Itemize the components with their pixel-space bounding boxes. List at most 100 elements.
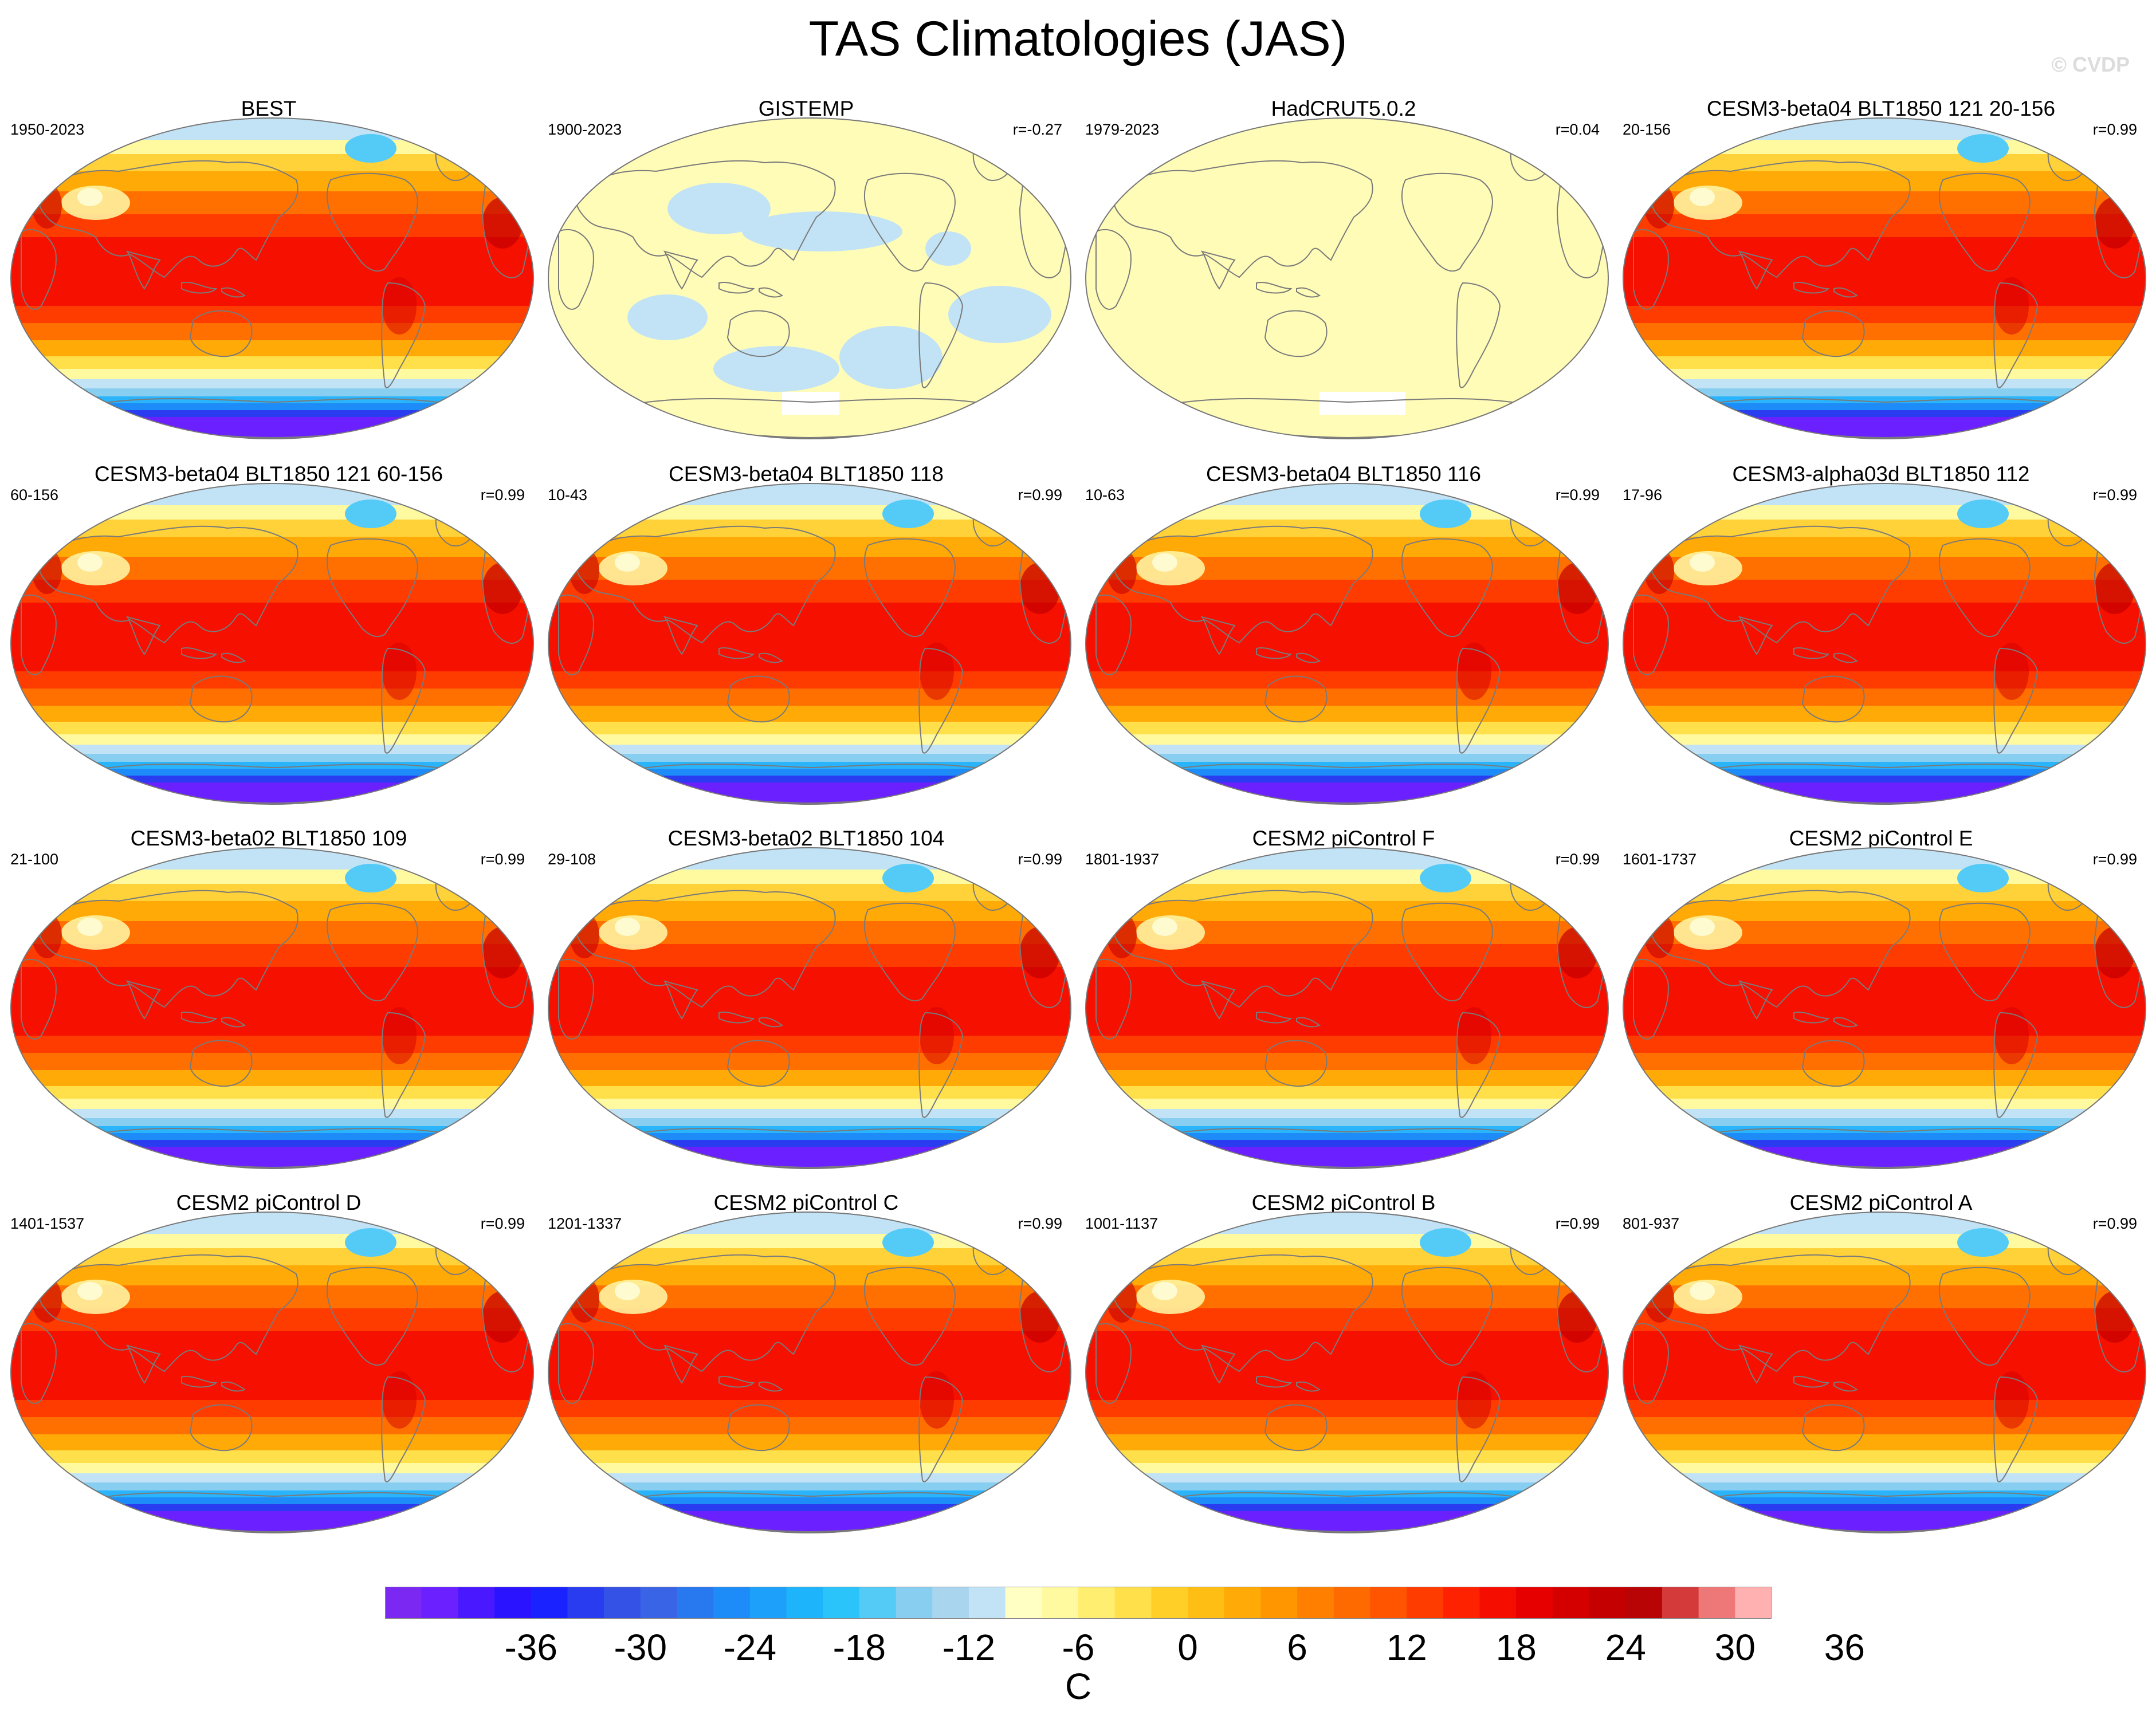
- panel-title: GISTEMP: [758, 97, 854, 120]
- panel-period: 10-63: [1085, 486, 1125, 504]
- colorbar-strip: [385, 1587, 1772, 1619]
- colorbar-swatch: [713, 1587, 751, 1619]
- panel-correlation: r=0.99: [1018, 851, 1062, 868]
- panel-title: CESM3-alpha03d BLT1850 112: [1732, 462, 2030, 486]
- robinson-map: [10, 1212, 534, 1533]
- panel-title: CESM3-beta02 BLT1850 109: [130, 827, 407, 850]
- colorbar-swatch: [531, 1587, 568, 1619]
- colorbar-swatch: [385, 1587, 422, 1619]
- panel-title: CESM3-beta04 BLT1850 116: [1206, 462, 1481, 486]
- panel-title: CESM3-beta04 BLT1850 121 60-156: [94, 462, 443, 486]
- colorbar-units: C: [1065, 1666, 1092, 1707]
- figure-title: TAS Climatologies (JAS): [808, 11, 1348, 66]
- map-panel: CESM3-beta04 BLT1850 116 10-63 r=0.99: [1075, 462, 1612, 805]
- map-panel: CESM2 piControl A 801-937 r=0.99: [1612, 1190, 2150, 1534]
- robinson-map: [1085, 1212, 1609, 1533]
- colorbar-swatch: [823, 1587, 860, 1619]
- panel-title: CESM2 piControl F: [1252, 827, 1435, 850]
- panel-title: CESM2 piControl D: [176, 1191, 362, 1214]
- colorbar-tick-label: -6: [1062, 1627, 1095, 1668]
- panel-correlation: r=-0.27: [1012, 121, 1062, 138]
- map-panel: CESM3-beta04 BLT1850 121 20-156 20-156 r=0…: [1612, 96, 2150, 440]
- panel-correlation: r=0.04: [1555, 121, 1600, 138]
- colorbar-tick-label: -24: [723, 1627, 777, 1668]
- colorbar-swatch: [1188, 1587, 1225, 1619]
- colorbar-swatch: [567, 1587, 604, 1619]
- colorbar-swatch: [1297, 1587, 1334, 1619]
- colorbar-swatch: [677, 1587, 714, 1619]
- panel-title: CESM2 piControl A: [1789, 1191, 1973, 1214]
- colorbar-swatch: [1552, 1587, 1590, 1619]
- panel-title: CESM2 piControl C: [713, 1191, 899, 1214]
- panel-period: 1001-1137: [1085, 1215, 1158, 1232]
- panel-correlation: r=0.99: [480, 486, 525, 504]
- colorbar-swatch: [1625, 1587, 1663, 1619]
- colorbar-tick-label: -36: [504, 1627, 557, 1668]
- colorbar-tick-label: -18: [832, 1627, 886, 1668]
- colorbar-swatch: [932, 1587, 969, 1619]
- colorbar-swatch: [1333, 1587, 1370, 1619]
- colorbar-swatch: [859, 1587, 897, 1619]
- colorbar-swatch: [1443, 1587, 1480, 1619]
- robinson-map: [548, 1212, 1071, 1533]
- panel-period: 1900-2023: [548, 121, 622, 138]
- map-panel: CESM3-beta02 BLT1850 104 29-108 r=0.99: [537, 826, 1075, 1170]
- panel-correlation: r=0.99: [1555, 1215, 1600, 1232]
- panel-correlation: r=0.99: [1018, 1215, 1062, 1232]
- panel-title: CESM3-beta02 BLT1850 104: [667, 827, 945, 850]
- robinson-map: [548, 847, 1071, 1169]
- panel-correlation: r=0.99: [1018, 486, 1062, 504]
- colorbar-swatch: [1698, 1587, 1735, 1619]
- panel-title: CESM2 piControl B: [1251, 1191, 1436, 1214]
- robinson-map: [10, 483, 534, 805]
- map-panel: CESM3-alpha03d BLT1850 112 17-96 r=0.99: [1612, 462, 2150, 805]
- colorbar-swatch: [494, 1587, 532, 1619]
- panel-period: 1801-1937: [1085, 851, 1160, 868]
- colorbar-swatch: [896, 1587, 933, 1619]
- panel-period: 1601-1737: [1623, 851, 1697, 868]
- colorbar-swatch: [1662, 1587, 1699, 1619]
- robinson-map: [10, 847, 534, 1169]
- robinson-map: [1623, 847, 2146, 1169]
- colorbar-tick-label: 18: [1495, 1627, 1537, 1668]
- panel-period: 20-156: [1623, 121, 1671, 138]
- map-panel: CESM2 piControl F 1801-1937 r=0.99: [1075, 826, 1612, 1170]
- colorbar-tick-label: 24: [1605, 1627, 1646, 1668]
- panel-period: 801-937: [1623, 1215, 1680, 1232]
- panel-period: 29-108: [548, 851, 596, 868]
- watermark: © CVDP: [2051, 53, 2130, 76]
- colorbar-swatch: [1114, 1587, 1152, 1619]
- robinson-map: [1623, 1212, 2146, 1533]
- robinson-map: [548, 117, 1071, 439]
- robinson-map: [1085, 483, 1609, 805]
- panel-title: BEST: [241, 97, 297, 120]
- panel-correlation: r=0.99: [2092, 121, 2137, 138]
- colorbar-swatch: [640, 1587, 677, 1619]
- colorbar-swatch: [1042, 1587, 1079, 1619]
- colorbar-swatch: [786, 1587, 823, 1619]
- colorbar-swatch: [458, 1587, 495, 1619]
- map-panel: CESM3-beta04 BLT1850 118 10-43 r=0.99: [537, 462, 1075, 805]
- colorbar-tick-label: 30: [1714, 1627, 1756, 1668]
- panel-correlation: r=0.99: [480, 1215, 525, 1232]
- panel-title: CESM3-beta04 BLT1850 121 20-156: [1706, 97, 2056, 120]
- robinson-map: [1085, 117, 1609, 439]
- colorbar-swatch: [1224, 1587, 1261, 1619]
- colorbar-swatch: [1370, 1587, 1407, 1619]
- panel-period: 1979-2023: [1085, 121, 1160, 138]
- panel-period: 17-96: [1623, 486, 1663, 504]
- panel-correlation: r=0.99: [2092, 1215, 2137, 1232]
- robinson-map: [1623, 483, 2146, 805]
- panel-period: 1401-1537: [10, 1215, 85, 1232]
- panel-title: HadCRUT5.0.2: [1271, 97, 1416, 120]
- colorbar-swatch: [421, 1587, 458, 1619]
- map-panel: CESM2 piControl D 1401-1537 r=0.99: [0, 1190, 537, 1534]
- panel-period: 10-43: [548, 486, 588, 504]
- colorbar-swatch: [1260, 1587, 1298, 1619]
- panel-correlation: r=0.99: [1555, 486, 1600, 504]
- map-panel: BEST 1950-2023: [0, 96, 537, 440]
- colorbar-swatch: [1078, 1587, 1116, 1619]
- robinson-map: [1085, 847, 1609, 1169]
- panel-correlation: r=0.99: [480, 851, 525, 868]
- panel-period: 21-100: [10, 851, 59, 868]
